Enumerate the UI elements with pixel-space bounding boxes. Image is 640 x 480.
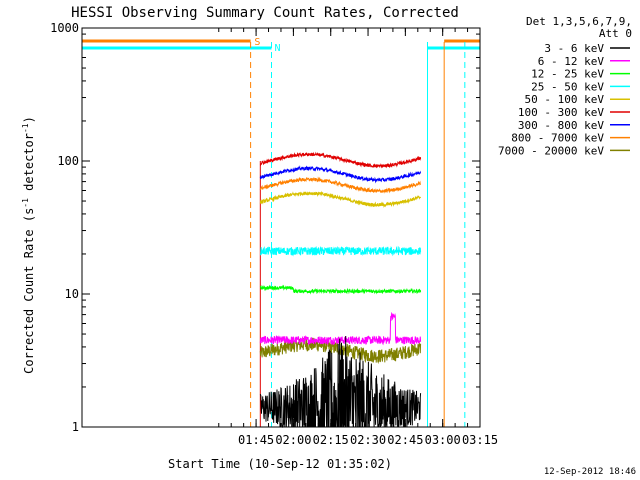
plot-layer: 1 10 100 1000 01:45 02:00 02:15 02:30 02:45 03:00… xyxy=(50,21,498,447)
x-tick-label: 02:45 xyxy=(387,433,423,447)
legend-label: 7000 - 20000 keV xyxy=(498,144,604,157)
x-tick-label: 02:00 xyxy=(275,433,311,447)
series-line xyxy=(259,335,422,429)
series-line xyxy=(259,165,422,184)
x-tick-label: 03:15 xyxy=(462,433,498,447)
ylabel-part-3: ) xyxy=(22,116,36,123)
series-line xyxy=(259,190,422,208)
x-tick-label: 03:00 xyxy=(425,433,461,447)
x-tick-label: 02:15 xyxy=(313,433,349,447)
y-axis-title: Corrected Count Rate (s-1 detector-1) xyxy=(21,116,36,374)
legend-label: 50 - 100 keV xyxy=(525,93,605,106)
flag-label-s: S xyxy=(254,37,260,48)
series-line xyxy=(259,176,422,194)
series-line xyxy=(259,151,422,169)
y-tick-label: 10 xyxy=(65,287,79,301)
legend-label: 12 - 25 keV xyxy=(531,68,604,81)
x-tick-label: 01:45 xyxy=(238,433,274,447)
x-tick-label: 02:30 xyxy=(350,433,386,447)
series-line xyxy=(259,337,422,365)
legend-label: 3 - 6 keV xyxy=(544,42,604,55)
series-line xyxy=(259,284,422,295)
timestamp: 12-Sep-2012 18:46 xyxy=(544,467,636,477)
plot-frame xyxy=(81,27,481,428)
series-line xyxy=(259,245,422,257)
ylabel-sup-2: -1 xyxy=(21,123,30,133)
y-tick-label: 1 xyxy=(72,420,79,434)
legend-label: 6 - 12 keV xyxy=(538,55,605,68)
legend-label: 25 - 50 keV xyxy=(531,80,604,93)
legend-label: 100 - 300 keV xyxy=(518,106,604,119)
legend-header-2: Att 0 xyxy=(599,27,632,40)
y-axis-label: Corrected Count Rate (s-1 detector-1) xyxy=(21,116,36,374)
chart-title: HESSI Observing Summary Count Rates, Cor… xyxy=(71,5,459,21)
ylabel-part-1: Corrected Count Rate (s xyxy=(22,208,36,374)
ylabel-sup-1: -1 xyxy=(21,198,30,208)
legend-header-1: Det 1,3,5,6,7,9, xyxy=(526,15,632,28)
flag-label-n: N xyxy=(274,43,280,54)
legend-label: 300 - 800 keV xyxy=(518,119,604,132)
ylabel-part-2: detector xyxy=(22,133,36,198)
legend-label: 800 - 7000 keV xyxy=(511,132,604,145)
x-axis-label: Start Time (10-Sep-12 01:35:02) xyxy=(168,457,392,471)
y-tick-label: 100 xyxy=(57,154,79,168)
series-line xyxy=(259,311,422,346)
y-tick-label: 1000 xyxy=(50,21,79,35)
